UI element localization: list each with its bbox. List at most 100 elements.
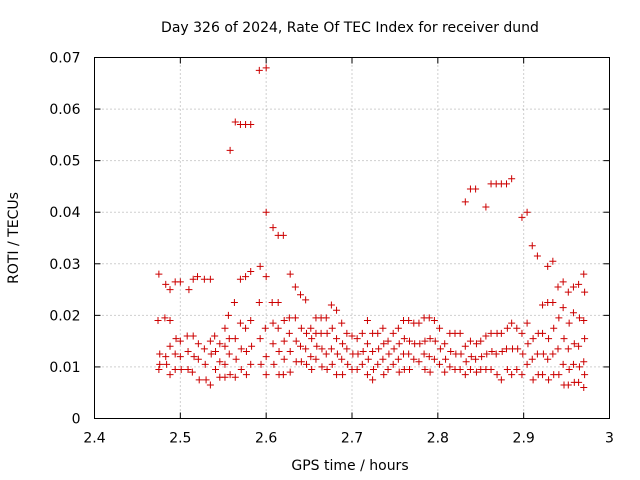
data-point: [518, 329, 526, 337]
data-point: [523, 319, 531, 327]
x-tick-label: 2.7: [341, 431, 363, 447]
y-tick-label: 0.03: [49, 257, 80, 273]
data-point: [425, 314, 433, 322]
data-point: [549, 298, 557, 306]
data-point: [441, 368, 449, 376]
data-point: [308, 366, 316, 374]
data-point: [442, 355, 450, 363]
chart-title: Day 326 of 2024, Rate Of TEC Index for r…: [161, 20, 539, 36]
data-point: [560, 335, 568, 343]
data-point: [555, 371, 563, 379]
y-tick-label: 0.05: [49, 154, 80, 170]
data-point: [226, 146, 234, 154]
data-point: [156, 360, 164, 368]
data-point: [559, 278, 567, 286]
data-point: [363, 371, 371, 379]
data-point: [312, 355, 320, 363]
data-point: [339, 340, 347, 348]
data-point: [344, 360, 352, 368]
data-point: [327, 345, 335, 353]
data-point: [466, 366, 474, 374]
data-point: [529, 335, 537, 343]
data-point: [302, 345, 310, 353]
data-point: [575, 378, 583, 386]
data-point: [161, 314, 169, 322]
data-point: [363, 317, 371, 325]
data-point: [461, 342, 469, 350]
data-point: [307, 353, 315, 361]
data-point: [297, 324, 305, 332]
data-point: [518, 213, 526, 221]
data-point: [364, 355, 372, 363]
data-point: [353, 335, 361, 343]
data-point: [280, 337, 288, 345]
data-point: [224, 311, 232, 319]
data-point: [533, 350, 541, 358]
data-point: [518, 371, 526, 379]
data-point: [247, 121, 255, 129]
data-point: [554, 345, 562, 353]
data-point: [529, 376, 537, 384]
data-point: [503, 180, 510, 188]
data-point: [503, 366, 511, 374]
data-point: [492, 350, 500, 358]
data-point: [236, 275, 244, 283]
data-point: [569, 283, 577, 291]
data-point: [269, 319, 277, 327]
data-point: [565, 366, 573, 374]
data-point: [549, 350, 557, 358]
data-point: [523, 208, 531, 216]
grid-lines: [94, 57, 610, 419]
data-point: [231, 373, 239, 381]
data-point: [211, 332, 219, 340]
data-point: [247, 360, 255, 368]
data-point: [430, 317, 438, 325]
data-point: [483, 350, 491, 358]
data-point: [190, 353, 198, 361]
data-point: [472, 340, 480, 348]
data-point: [389, 360, 397, 368]
x-tick-label: 2.8: [427, 431, 449, 447]
data-point: [232, 355, 240, 363]
data-point: [580, 270, 588, 278]
data-point: [575, 280, 583, 288]
data-point: [216, 340, 224, 348]
data-point: [358, 329, 366, 337]
data-point: [379, 324, 387, 332]
data-point: [395, 368, 403, 376]
data-point: [221, 360, 229, 368]
data-point: [384, 366, 392, 374]
data-point: [255, 66, 263, 74]
data-point: [328, 324, 336, 332]
data-point: [456, 329, 464, 337]
data-point: [482, 203, 490, 211]
data-point: [322, 314, 330, 322]
data-point: [354, 350, 362, 358]
data-point: [268, 298, 276, 306]
data-point: [441, 340, 449, 348]
data-point: [166, 317, 174, 325]
data-point: [162, 353, 170, 361]
data-point: [257, 360, 265, 368]
data-point: [508, 371, 516, 379]
data-point: [550, 324, 558, 332]
data-point: [313, 342, 321, 350]
data-point: [292, 337, 300, 345]
data-point: [280, 317, 288, 325]
data-point: [327, 301, 335, 309]
data-point: [497, 329, 505, 337]
data-point: [286, 347, 294, 355]
data-point: [200, 345, 208, 353]
data-point: [405, 317, 413, 325]
data-point: [461, 371, 469, 379]
data-point: [369, 347, 377, 355]
data-point: [236, 319, 244, 327]
data-point: [156, 350, 164, 358]
x-tick-label: 2.9: [513, 431, 535, 447]
data-point: [195, 376, 203, 384]
data-point: [472, 355, 480, 363]
data-point: [462, 358, 470, 366]
data-point: [262, 64, 270, 72]
data-point: [185, 286, 193, 294]
data-point: [297, 342, 304, 350]
